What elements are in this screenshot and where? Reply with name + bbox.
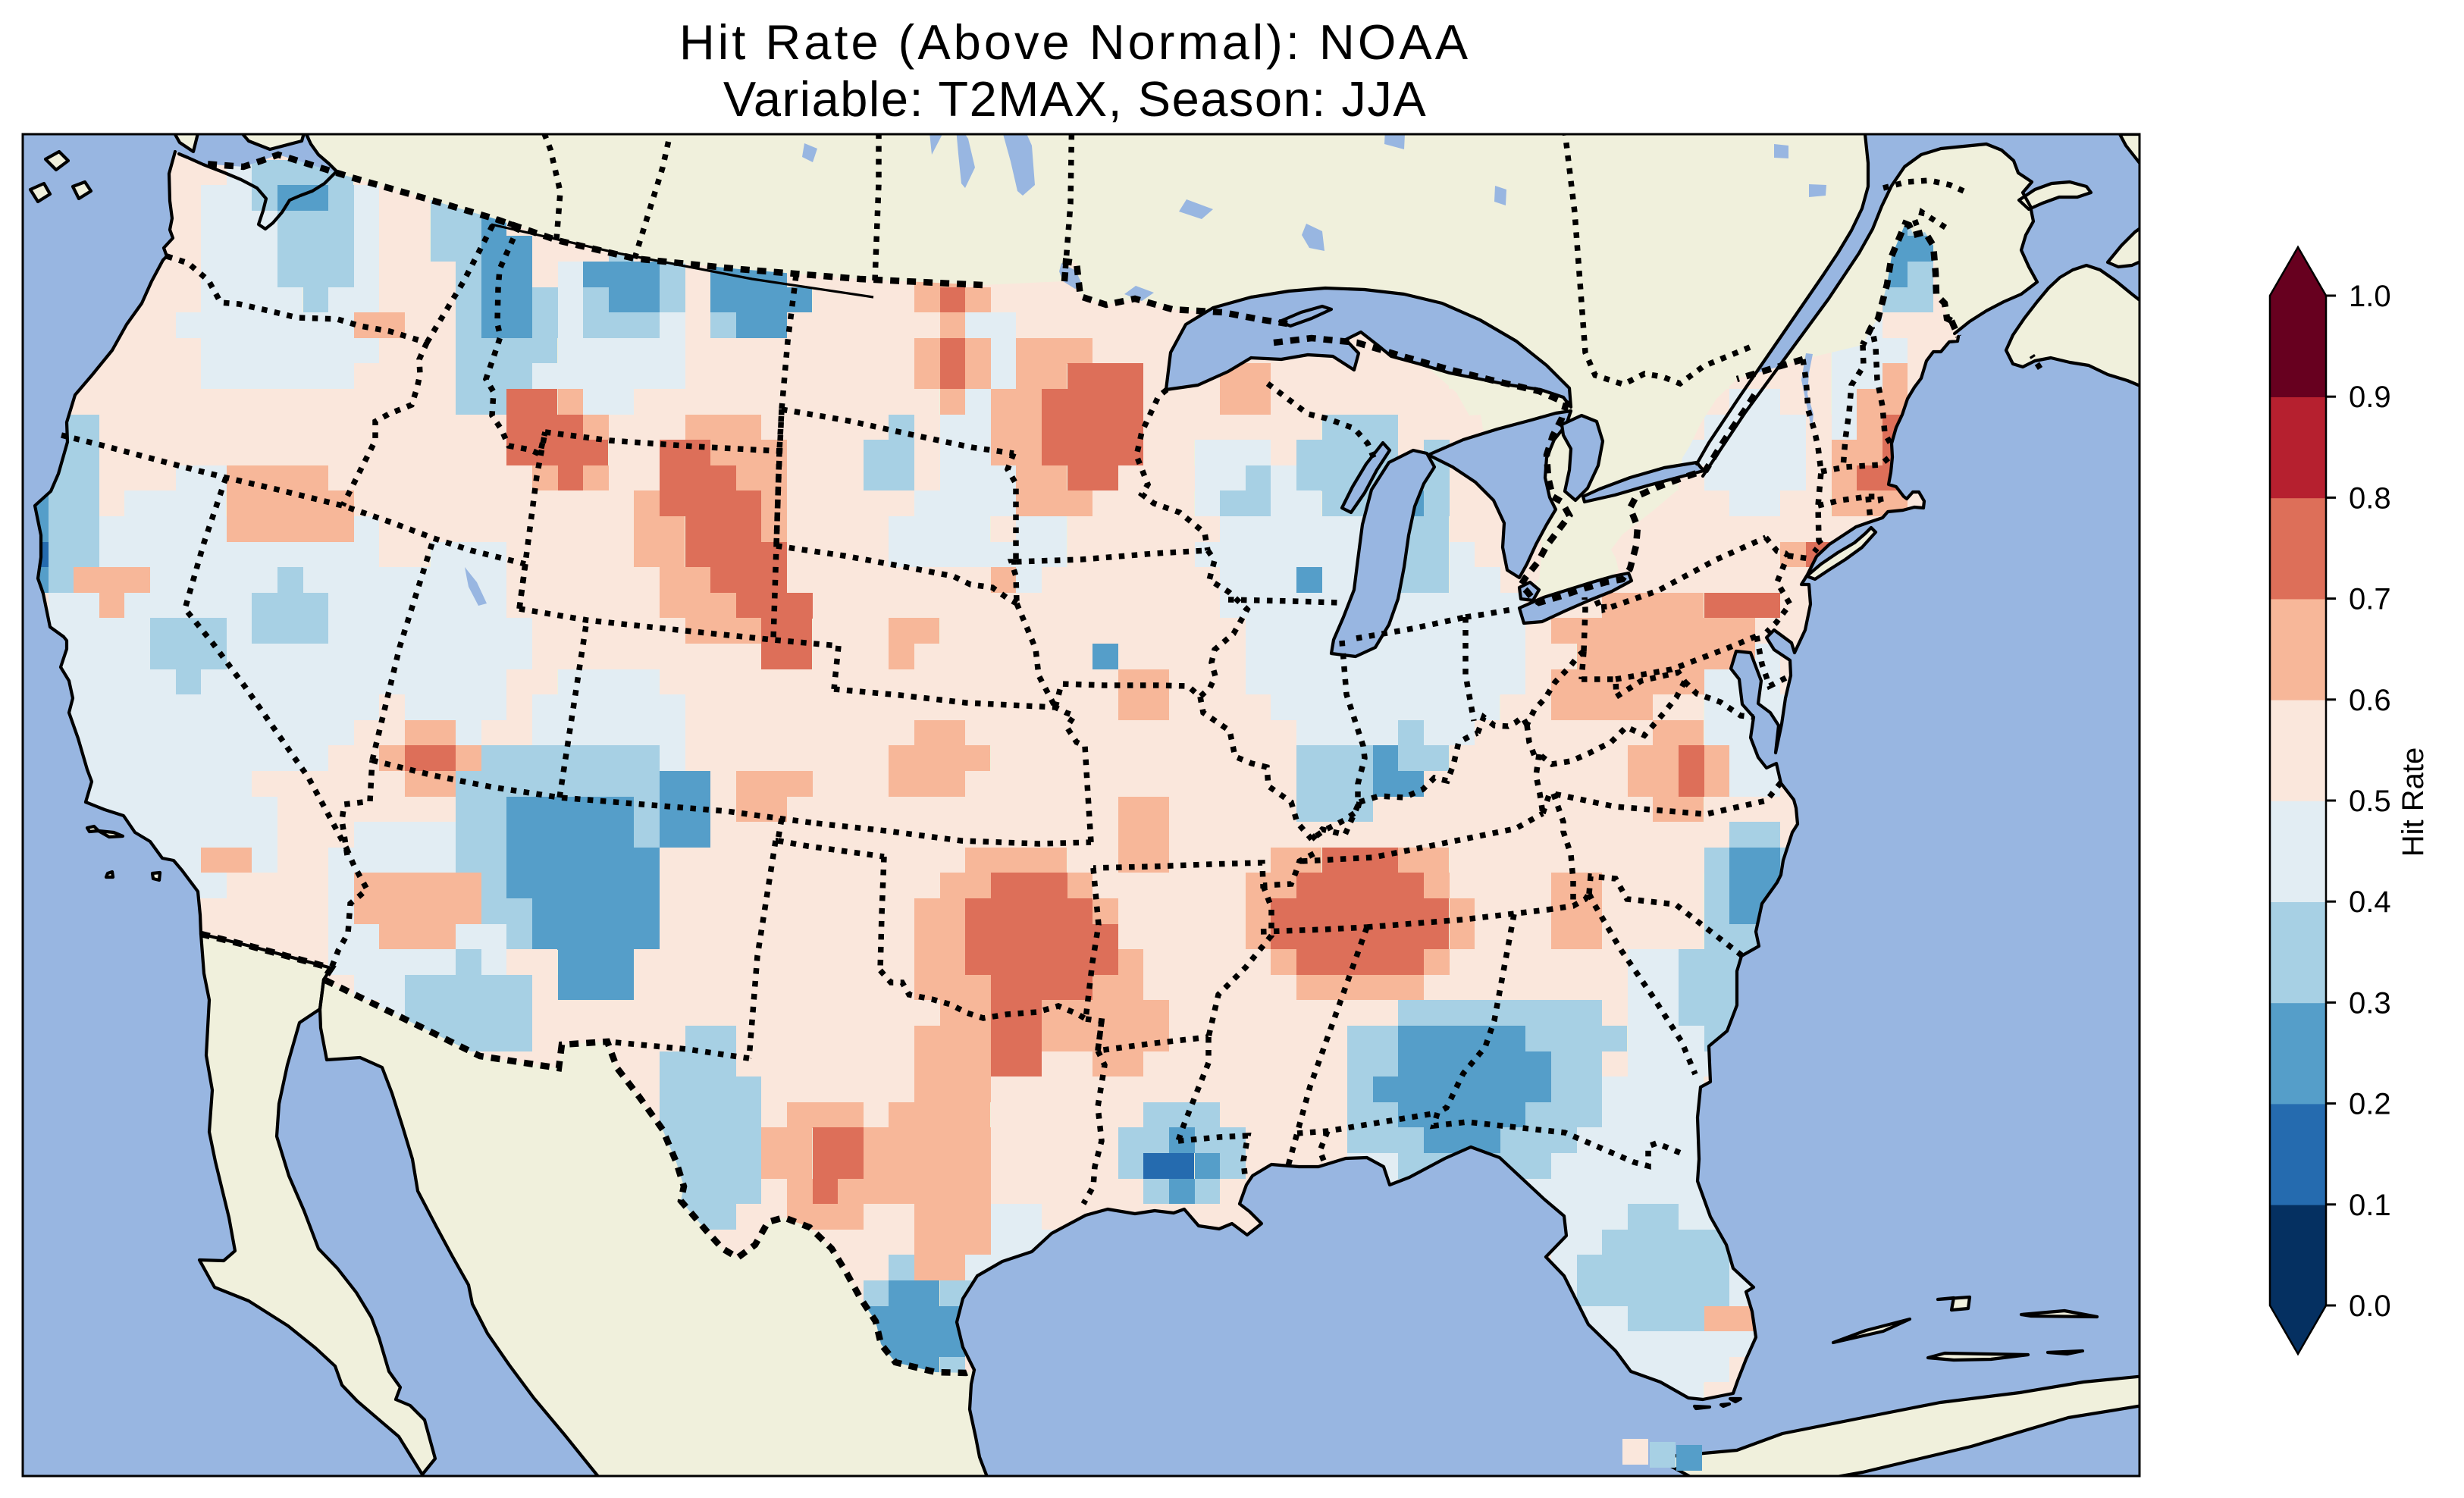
svg-text:0.5: 0.5 xyxy=(2349,785,2391,818)
svg-text:0.7: 0.7 xyxy=(2349,583,2391,616)
svg-text:1.0: 1.0 xyxy=(2349,280,2391,313)
svg-text:0.4: 0.4 xyxy=(2349,885,2391,919)
svg-text:0.6: 0.6 xyxy=(2349,684,2391,717)
svg-text:Hit Rate (Above Normal): NOAA: Hit Rate (Above Normal): NOAA xyxy=(679,14,1471,70)
svg-text:Variable: T2MAX, Season: JJA: Variable: T2MAX, Season: JJA xyxy=(723,71,1427,127)
svg-text:0.3: 0.3 xyxy=(2349,986,2391,1020)
svg-text:0.0: 0.0 xyxy=(2349,1290,2391,1323)
svg-text:0.2: 0.2 xyxy=(2349,1088,2391,1121)
svg-text:0.1: 0.1 xyxy=(2349,1189,2391,1222)
svg-text:0.8: 0.8 xyxy=(2349,481,2391,515)
svg-text:Hit Rate: Hit Rate xyxy=(2397,747,2430,857)
svg-text:0.9: 0.9 xyxy=(2349,381,2391,414)
